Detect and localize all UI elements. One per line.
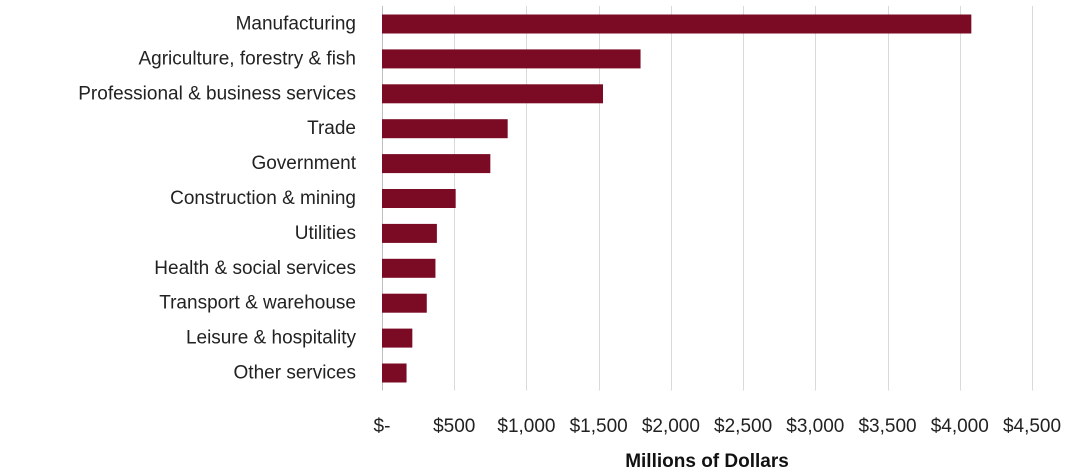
category-label: Agriculture, forestry & fish	[138, 48, 356, 69]
category-labels: Manufacturing Agriculture, forestry & fis…	[78, 14, 356, 384]
category-label: Health & social services	[154, 258, 356, 279]
bar	[382, 119, 508, 139]
bar	[382, 154, 491, 174]
category-label: Government	[251, 153, 356, 174]
gridlines	[382, 6, 1033, 391]
x-tick-label: $3,000	[786, 416, 844, 437]
category-label: Manufacturing	[236, 14, 356, 35]
bar	[382, 363, 407, 383]
bar	[382, 14, 972, 34]
x-tick-label: $2,500	[714, 416, 772, 437]
bar	[382, 328, 413, 348]
bar	[382, 258, 436, 278]
x-tick-label: $-	[374, 416, 391, 437]
category-label: Trade	[307, 118, 356, 139]
x-tick-label: $1,500	[570, 416, 628, 437]
category-label: Leisure & hospitality	[186, 328, 357, 349]
bar	[382, 189, 456, 208]
category-label: Utilities	[295, 223, 356, 244]
bars	[382, 14, 972, 383]
x-tick-label: $4,000	[931, 416, 989, 437]
category-label: Professional & business services	[78, 83, 356, 104]
bar	[382, 49, 641, 69]
bar	[382, 223, 437, 243]
category-label: Transport & warehouse	[159, 293, 356, 314]
x-tick-label: $4,500	[1003, 416, 1061, 437]
x-tick-label: $2,000	[642, 416, 700, 437]
bar	[382, 84, 603, 104]
x-tick-labels: $- $500 $1,000 $1,500 $2,000 $2,500 $3,000 $3,5…	[374, 416, 1062, 437]
category-label: Construction & mining	[170, 188, 356, 209]
category-label: Other services	[234, 363, 356, 384]
x-axis-title: Millions of Dollars	[625, 451, 789, 472]
x-tick-label: $3,500	[858, 416, 916, 437]
x-tick-label: $500	[433, 416, 475, 437]
bar	[382, 293, 427, 313]
x-tick-label: $1,000	[497, 416, 555, 437]
